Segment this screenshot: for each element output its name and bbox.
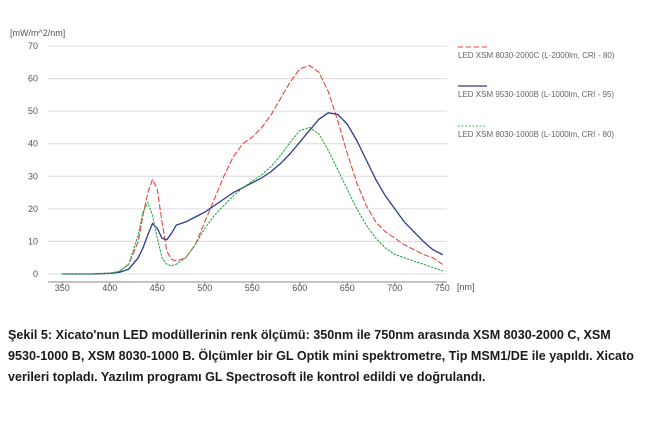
x-tick-label-750: 750 [435, 283, 450, 293]
x-tick-labels: 350 400 450 500 550 600 650 700 750 [55, 283, 450, 293]
y-tick-label-70: 70 [28, 41, 38, 51]
y-tick-label-20: 20 [28, 204, 38, 214]
y-tick-label-10: 10 [28, 236, 38, 246]
y-tick-label-50: 50 [28, 106, 38, 116]
x-tick-label-700: 700 [387, 283, 402, 293]
x-tick-label-400: 400 [102, 283, 117, 293]
spectrum-chart: [mW/m^2/nm] 0 10 20 30 40 50 60 70 350 400 450 500… [10, 28, 615, 293]
x-tick-label-600: 600 [292, 283, 307, 293]
gridlines [48, 45, 447, 275]
y-tick-labels: 0 10 20 30 40 50 60 70 [28, 41, 38, 279]
legend-label-2: LED XSM 9530-1000B (L-1000lm, CRI - 95) [458, 90, 614, 99]
figure-caption: Şekil 5: Xicato'nun LED modüllerinin ren… [8, 328, 634, 384]
x-tick-label-450: 450 [150, 283, 165, 293]
legend: LED XSM 8030-2000C (L-2000lm, CRI - 80) L… [458, 46, 615, 139]
legend-label-1: LED XSM 8030-2000C (L-2000lm, CRI - 80) [458, 51, 615, 60]
y-tick-label-0: 0 [33, 269, 38, 279]
x-tick-label-350: 350 [55, 283, 70, 293]
y-tick-label-40: 40 [28, 139, 38, 149]
y-axis-unit-label: [mW/m^2/nm] [10, 28, 65, 38]
x-tick-label-500: 500 [197, 283, 212, 293]
x-tick-label-650: 650 [340, 283, 355, 293]
y-tick-label-60: 60 [28, 74, 38, 84]
series-lines [61, 64, 443, 275]
x-tick-label-550: 550 [245, 283, 260, 293]
series-line-1 [61, 64, 443, 275]
series-line-2 [61, 112, 443, 275]
axes [48, 281, 447, 286]
series-line-3 [61, 126, 443, 275]
y-tick-label-30: 30 [28, 171, 38, 181]
legend-label-3: LED XSM 8030-1000B (L-1000lm, CRI - 80) [458, 130, 614, 139]
x-axis-unit-label: [nm] [457, 282, 475, 292]
